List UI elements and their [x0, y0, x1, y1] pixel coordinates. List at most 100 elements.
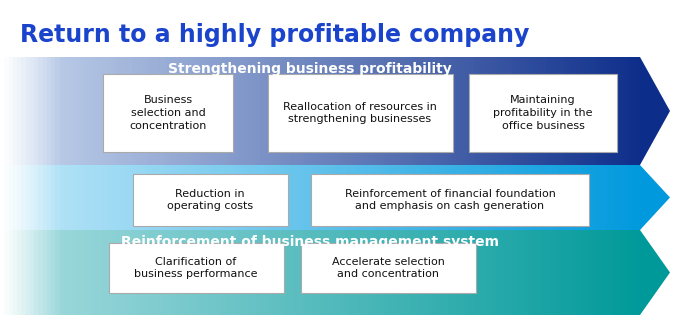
- Polygon shape: [580, 57, 584, 165]
- Polygon shape: [153, 57, 158, 165]
- Polygon shape: [538, 57, 542, 165]
- Polygon shape: [218, 57, 222, 165]
- Polygon shape: [175, 57, 179, 165]
- Polygon shape: [252, 230, 256, 315]
- Polygon shape: [64, 230, 69, 315]
- Polygon shape: [469, 57, 474, 165]
- Polygon shape: [631, 57, 636, 165]
- Polygon shape: [619, 165, 623, 230]
- Polygon shape: [508, 165, 512, 230]
- Polygon shape: [375, 165, 379, 230]
- Polygon shape: [17, 57, 21, 165]
- Polygon shape: [550, 230, 554, 315]
- Polygon shape: [265, 230, 269, 315]
- Polygon shape: [495, 57, 499, 165]
- Polygon shape: [631, 165, 636, 230]
- Polygon shape: [405, 230, 409, 315]
- Polygon shape: [606, 165, 610, 230]
- Polygon shape: [601, 57, 606, 165]
- Polygon shape: [619, 57, 623, 165]
- Polygon shape: [320, 165, 324, 230]
- Polygon shape: [474, 165, 478, 230]
- Polygon shape: [248, 57, 252, 165]
- FancyBboxPatch shape: [267, 74, 452, 152]
- Polygon shape: [580, 165, 584, 230]
- Polygon shape: [503, 165, 507, 230]
- Polygon shape: [81, 165, 85, 230]
- Polygon shape: [469, 165, 474, 230]
- Polygon shape: [60, 165, 64, 230]
- Polygon shape: [234, 165, 239, 230]
- Polygon shape: [503, 57, 507, 165]
- Polygon shape: [474, 57, 478, 165]
- Polygon shape: [452, 57, 456, 165]
- Polygon shape: [60, 230, 64, 315]
- Polygon shape: [427, 230, 431, 315]
- Polygon shape: [559, 230, 564, 315]
- Polygon shape: [286, 57, 290, 165]
- Polygon shape: [606, 230, 610, 315]
- Polygon shape: [26, 230, 30, 315]
- Polygon shape: [43, 230, 47, 315]
- Polygon shape: [214, 165, 218, 230]
- Polygon shape: [295, 57, 299, 165]
- Polygon shape: [81, 57, 85, 165]
- Polygon shape: [290, 165, 295, 230]
- Polygon shape: [205, 165, 209, 230]
- Polygon shape: [69, 230, 73, 315]
- Polygon shape: [77, 165, 81, 230]
- Polygon shape: [200, 165, 205, 230]
- Polygon shape: [363, 230, 367, 315]
- Polygon shape: [132, 165, 137, 230]
- Polygon shape: [554, 57, 559, 165]
- Polygon shape: [4, 230, 8, 315]
- Polygon shape: [529, 230, 533, 315]
- Polygon shape: [414, 57, 418, 165]
- Polygon shape: [239, 57, 243, 165]
- Polygon shape: [116, 165, 120, 230]
- Polygon shape: [636, 57, 640, 165]
- Polygon shape: [435, 57, 440, 165]
- Polygon shape: [145, 57, 149, 165]
- Polygon shape: [486, 230, 491, 315]
- Polygon shape: [452, 165, 456, 230]
- Polygon shape: [623, 230, 627, 315]
- Polygon shape: [342, 57, 346, 165]
- Polygon shape: [367, 230, 371, 315]
- Polygon shape: [525, 165, 529, 230]
- Polygon shape: [171, 230, 175, 315]
- Polygon shape: [256, 165, 260, 230]
- Polygon shape: [153, 165, 158, 230]
- Polygon shape: [222, 57, 226, 165]
- Polygon shape: [0, 165, 4, 230]
- Polygon shape: [34, 165, 38, 230]
- Polygon shape: [158, 230, 162, 315]
- Polygon shape: [619, 230, 623, 315]
- Polygon shape: [73, 165, 77, 230]
- Polygon shape: [30, 230, 34, 315]
- Polygon shape: [431, 230, 435, 315]
- Polygon shape: [525, 230, 529, 315]
- Polygon shape: [8, 230, 13, 315]
- Polygon shape: [597, 165, 601, 230]
- Polygon shape: [162, 230, 167, 315]
- Polygon shape: [465, 165, 469, 230]
- Polygon shape: [102, 165, 106, 230]
- Polygon shape: [337, 230, 342, 315]
- Polygon shape: [593, 165, 597, 230]
- Polygon shape: [375, 57, 379, 165]
- Polygon shape: [525, 57, 529, 165]
- Polygon shape: [77, 230, 81, 315]
- Polygon shape: [568, 57, 572, 165]
- Polygon shape: [85, 230, 90, 315]
- Polygon shape: [393, 57, 397, 165]
- Polygon shape: [354, 165, 358, 230]
- Polygon shape: [384, 57, 388, 165]
- Polygon shape: [371, 165, 375, 230]
- Polygon shape: [188, 230, 192, 315]
- Polygon shape: [469, 230, 474, 315]
- Polygon shape: [111, 165, 116, 230]
- Polygon shape: [38, 230, 43, 315]
- Polygon shape: [205, 230, 209, 315]
- Polygon shape: [358, 165, 363, 230]
